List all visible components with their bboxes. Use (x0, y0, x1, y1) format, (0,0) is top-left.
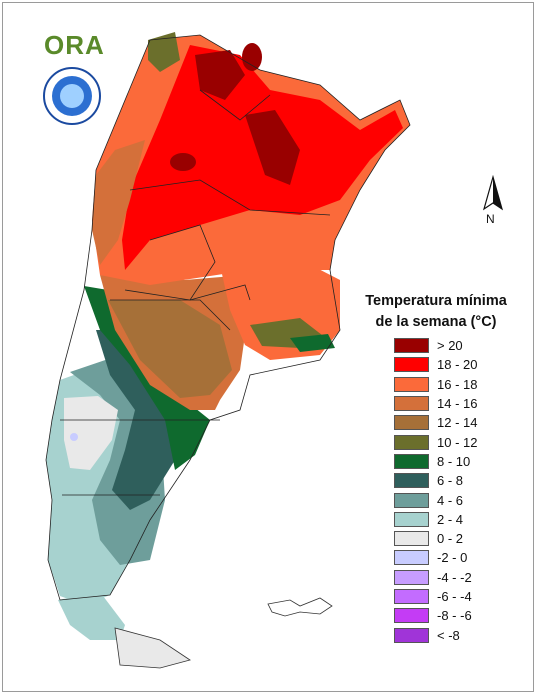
legend-item: 18 - 20 (394, 355, 477, 374)
legend-label: 14 - 16 (437, 396, 478, 412)
legend-item: -6 - -4 (394, 587, 477, 606)
legend-swatch (394, 569, 429, 585)
zone-4-6-tail (58, 592, 125, 640)
legend-item: > 20 (394, 336, 477, 355)
legend-title: Temperatura mínima de la semana (°C) (346, 291, 526, 333)
legend-item: 0 - 2 (394, 529, 477, 548)
legend-label: 6 - 8 (437, 473, 464, 489)
legend-label: 8 - 10 (437, 453, 471, 469)
legend-item: -2 - 0 (394, 548, 477, 567)
north-arrow-icon (482, 175, 504, 211)
legend-label: 18 - 20 (437, 357, 478, 373)
zone-above-20-a (195, 50, 245, 100)
legend-swatch (394, 415, 429, 431)
malvinas-islands (267, 597, 333, 617)
legend-item: 16 - 18 (394, 375, 477, 394)
legend-label: 16 - 18 (437, 376, 478, 392)
zone-12-14 (108, 300, 232, 398)
legend-label: < -8 (437, 627, 460, 643)
legend-item: 10 - 12 (394, 432, 477, 451)
legend-title-line2: de la semana (°C) (375, 314, 497, 330)
legend-label: -8 - -6 (437, 608, 472, 624)
legend-item: 6 - 8 (394, 471, 477, 490)
legend-swatch (394, 357, 429, 373)
legend-label: 2 - 4 (437, 511, 464, 527)
legend-label: 10 - 12 (437, 434, 478, 450)
zone-14-16-northwest (92, 140, 145, 265)
province-boundaries (45, 34, 411, 601)
legend-swatch (394, 396, 429, 412)
seal-icon (43, 67, 101, 125)
legend-swatch (394, 434, 429, 450)
legend-label: -2 - 0 (437, 550, 468, 566)
legend-label: 0 - 2 (437, 531, 464, 547)
legend-title-line1: Temperatura mínima (365, 293, 507, 309)
legend-item: 12 - 14 (394, 413, 477, 432)
legend-swatch (394, 531, 429, 547)
legend-swatch (394, 473, 429, 489)
legend-label: -4 - -2 (437, 569, 472, 585)
zone-8-10-coast (290, 334, 335, 352)
legend-item: 2 - 4 (394, 510, 477, 529)
legend-item: 14 - 16 (394, 394, 477, 413)
zone-above-20-b (245, 110, 300, 185)
legend-item: 8 - 10 (394, 452, 477, 471)
legend-swatch (394, 589, 429, 604)
zone-above-20-d (242, 43, 262, 71)
legend-label: 4 - 6 (437, 492, 464, 508)
zone-minus2-0-spot (70, 433, 78, 441)
north-label: N (486, 212, 495, 226)
tierra-del-fuego (114, 627, 191, 669)
legend-label: -6 - -4 (437, 589, 472, 604)
legend-swatch (394, 511, 429, 527)
legend-swatch (394, 627, 429, 643)
legend-swatch (394, 608, 429, 624)
zone-above-20-c (170, 153, 196, 171)
legend-swatch (394, 453, 429, 469)
temperature-legend: > 20 18 - 20 16 - 18 14 - 16 12 - 14 10 - 12 8… (394, 336, 477, 645)
legend-label: 12 - 14 (437, 415, 478, 431)
legend-item: 4 - 6 (394, 490, 477, 509)
legend-label: > 20 (437, 338, 463, 354)
legend-item: -4 - -2 (394, 568, 477, 587)
legend-swatch (394, 550, 429, 566)
zone-10-12-northwest (148, 32, 180, 72)
legend-item: < -8 (394, 625, 477, 644)
legend-swatch (394, 376, 429, 392)
zone-0-2-west (64, 396, 118, 470)
legend-swatch (394, 338, 429, 354)
ora-logo: ORA (44, 30, 105, 60)
legend-item: -8 - -6 (394, 606, 477, 625)
legend-swatch (394, 492, 429, 508)
